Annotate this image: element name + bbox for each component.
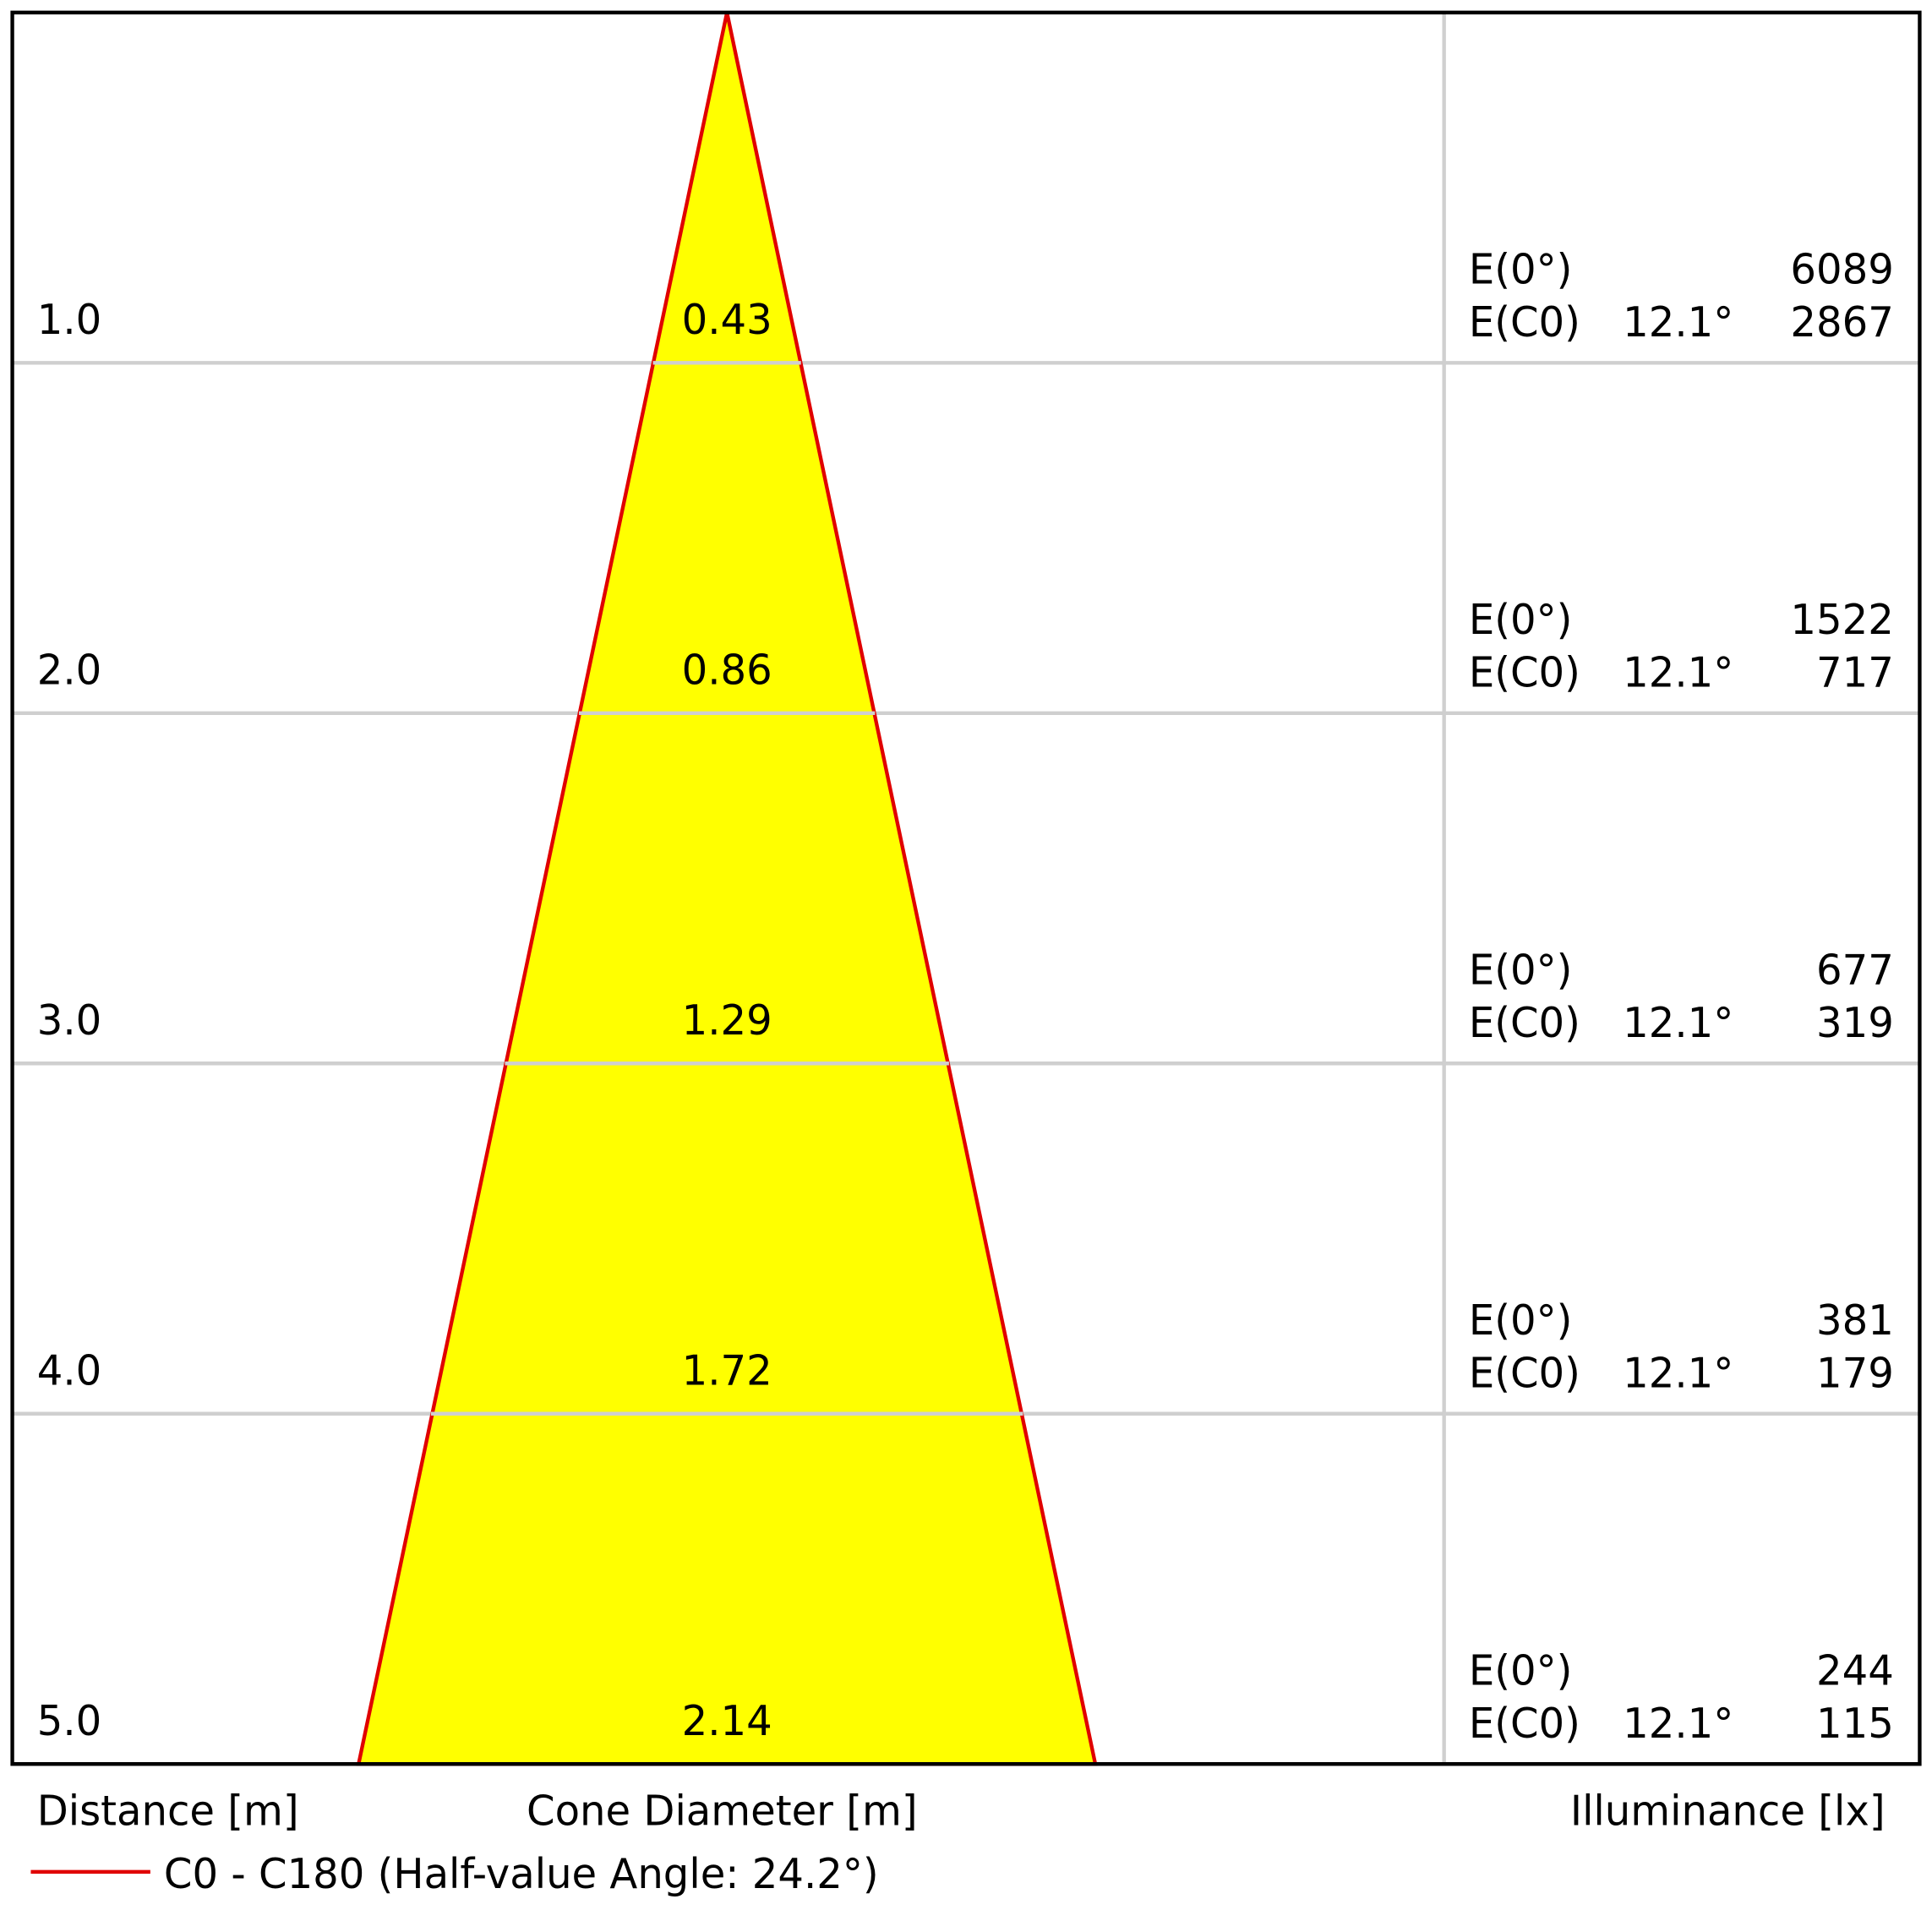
e0-value: 244 xyxy=(1816,1647,1894,1695)
angle-value: 12.1° xyxy=(1623,999,1733,1046)
ec0-value: 179 xyxy=(1816,1350,1894,1397)
angle-value: 12.1° xyxy=(1623,299,1733,347)
ec0-value: 2867 xyxy=(1790,299,1893,347)
distance-label: 4.0 xyxy=(37,1347,101,1394)
distance-label: 5.0 xyxy=(37,1697,101,1744)
ec0-name: E(C0) xyxy=(1469,1700,1580,1747)
e0-name: E(0°) xyxy=(1469,246,1573,293)
diameter-label: 1.29 xyxy=(682,997,772,1045)
distance-axis-label: Distance [m] xyxy=(37,1787,299,1835)
illuminance-axis-label: Illuminance [lx] xyxy=(1570,1787,1886,1835)
angle-value: 12.1° xyxy=(1623,1700,1733,1747)
cone xyxy=(356,12,1098,1766)
distance-label: 3.0 xyxy=(37,997,101,1045)
ec0-value: 717 xyxy=(1816,649,1894,696)
angle-value: 12.1° xyxy=(1623,649,1733,696)
ec0-value: 319 xyxy=(1816,999,1894,1046)
ec0-name: E(C0) xyxy=(1469,1350,1580,1397)
ec0-value: 115 xyxy=(1816,1700,1894,1747)
e0-name: E(0°) xyxy=(1469,947,1573,994)
e0-value: 1522 xyxy=(1790,597,1893,644)
ec0-name: E(C0) xyxy=(1469,299,1580,347)
distance-label: 1.0 xyxy=(37,297,101,344)
distance-label: 2.0 xyxy=(37,647,101,694)
legend-text: C0 - C180 (Half-value Angle: 24.2°) xyxy=(164,1850,879,1897)
angle-value: 12.1° xyxy=(1623,1350,1733,1397)
e0-value: 677 xyxy=(1816,947,1894,994)
diameter-label: 0.43 xyxy=(682,297,772,344)
diameter-label: 0.86 xyxy=(682,647,772,694)
ec0-name: E(C0) xyxy=(1469,999,1580,1046)
e0-name: E(0°) xyxy=(1469,1297,1573,1345)
e0-value: 6089 xyxy=(1790,246,1893,293)
e0-name: E(0°) xyxy=(1469,597,1573,644)
e0-name: E(0°) xyxy=(1469,1647,1573,1695)
diameter-axis-label: Cone Diameter [m] xyxy=(527,1787,918,1835)
e0-value: 381 xyxy=(1816,1297,1894,1345)
ec0-name: E(C0) xyxy=(1469,649,1580,696)
frame xyxy=(10,10,1922,1766)
diameter-label: 2.14 xyxy=(682,1697,772,1744)
diameter-label: 1.72 xyxy=(682,1347,772,1394)
